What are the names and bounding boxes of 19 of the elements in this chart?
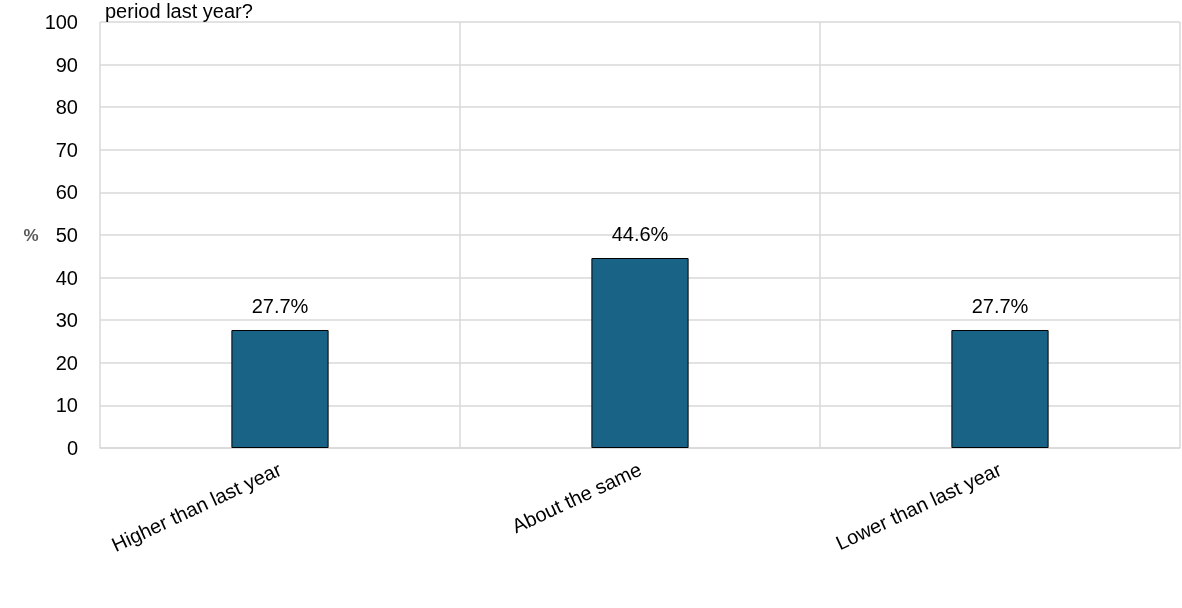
y-tick-label: 30 (55, 309, 78, 332)
x-tick-label: Lower than last year (832, 457, 1005, 555)
y-tick-label: 90 (55, 53, 78, 76)
y-tick-label: 40 (55, 266, 78, 289)
x-tick-label: About the same (508, 458, 645, 538)
y-tick-label: 60 (55, 181, 78, 204)
y-tick-label: 10 (55, 394, 78, 417)
y-tick-label: 50 (55, 224, 78, 246)
y-tick-label: 100 (44, 11, 78, 33)
y-tick-label: 70 (55, 138, 78, 161)
data-label: 27.7% (251, 295, 309, 317)
y-tick-label: 0 (66, 437, 78, 459)
data-label: 27.7% (971, 295, 1029, 317)
chart-title: period last year? (105, 0, 253, 22)
y-tick-label: 20 (55, 351, 78, 374)
y-axis-title: % (23, 225, 39, 245)
x-tick-label: Higher than last year (108, 457, 285, 556)
y-tick-label: 80 (55, 96, 78, 119)
data-label: 44.6% (611, 223, 669, 245)
